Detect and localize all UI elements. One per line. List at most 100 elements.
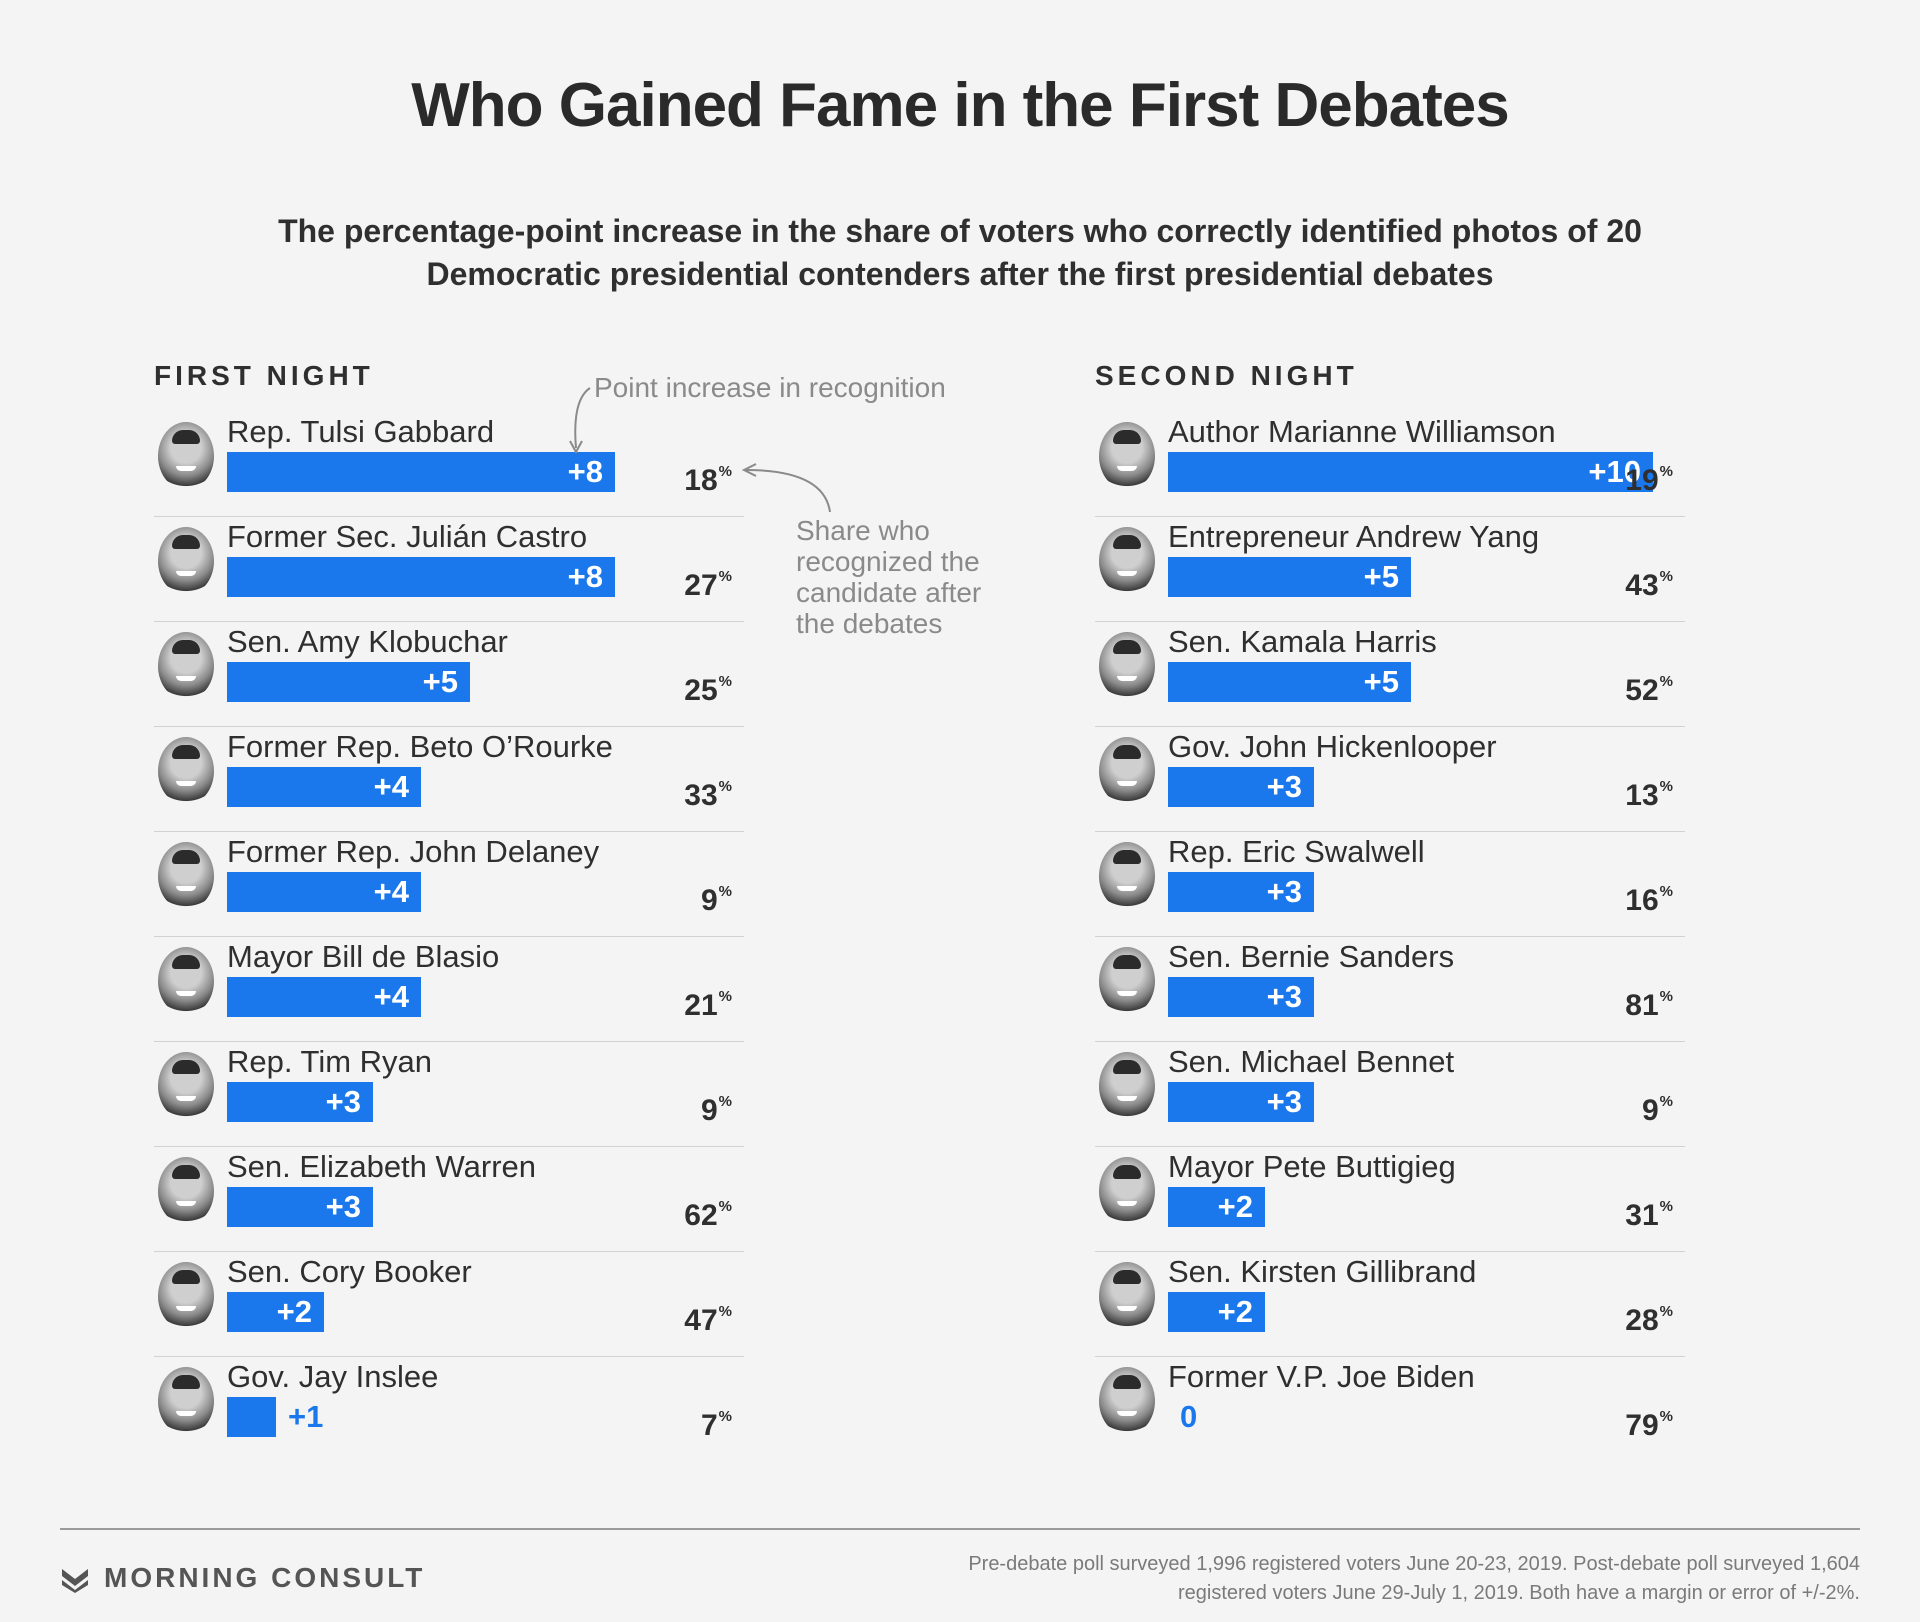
share-number: 27 xyxy=(684,569,718,602)
increase-label: +3 xyxy=(1266,769,1302,804)
increase-label: +4 xyxy=(373,769,409,804)
share-number: 7 xyxy=(700,1409,718,1442)
increase-arrow xyxy=(574,387,591,449)
percent-sign: % xyxy=(718,1408,732,1425)
increase-bar xyxy=(227,767,421,807)
candidate-photo xyxy=(158,632,214,700)
share-number: 62 xyxy=(684,1199,718,1232)
second-night-panel: SECOND NIGHT Author Marianne Williamson +… xyxy=(1095,360,1685,1461)
increase-bar xyxy=(1168,977,1314,1017)
percent-sign: % xyxy=(1659,463,1673,480)
percent-sign: % xyxy=(718,778,732,795)
percent-sign: % xyxy=(1659,988,1673,1005)
increase-bar xyxy=(1168,872,1314,912)
share-number: 18 xyxy=(684,464,718,497)
increase-bar xyxy=(227,1397,276,1437)
increase-arrowhead xyxy=(569,440,583,455)
percent-sign: % xyxy=(1659,883,1673,900)
share-number: 47 xyxy=(684,1304,718,1337)
candidate-photo xyxy=(158,737,214,805)
share-value: 19% xyxy=(1625,452,1673,497)
share-value: 21% xyxy=(684,977,732,1022)
percent-sign: % xyxy=(718,883,732,900)
increase-label: +8 xyxy=(567,454,603,489)
share-value: 81% xyxy=(1625,977,1673,1022)
share-number: 19 xyxy=(1625,464,1659,497)
share-number: 9 xyxy=(700,884,718,917)
percent-sign: % xyxy=(1659,778,1673,795)
candidate-photo xyxy=(1099,1157,1155,1225)
candidate-photo xyxy=(158,1262,214,1330)
share-arrow xyxy=(745,469,831,513)
share-value: 31% xyxy=(1625,1187,1673,1232)
candidate-row: Sen. Bernie Sanders +3 81% xyxy=(1095,937,1685,1042)
share-value: 27% xyxy=(684,557,732,602)
increase-bar xyxy=(1168,662,1411,702)
percent-sign: % xyxy=(718,1198,732,1215)
increase-label: +2 xyxy=(1217,1189,1253,1224)
first-night-panel: FIRST NIGHT Rep. Tulsi Gabbard +8 18% Forme… xyxy=(154,360,744,1461)
candidate-name: Sen. Kamala Harris xyxy=(1168,624,1437,659)
candidate-name: Rep. Tulsi Gabbard xyxy=(227,414,495,449)
candidate-photo xyxy=(1099,947,1155,1015)
candidate-photo xyxy=(158,947,214,1015)
chart-subtitle: The percentage-point increase in the sha… xyxy=(278,213,1642,292)
candidate-name: Rep. Tim Ryan xyxy=(227,1044,433,1079)
increase-label: +5 xyxy=(1363,559,1399,594)
increase-label: +8 xyxy=(567,559,603,594)
increase-bar xyxy=(227,662,470,702)
logo-text: MORNING CONSULT xyxy=(104,1562,426,1593)
increase-bar xyxy=(1168,1082,1314,1122)
candidate-name: Entrepreneur Andrew Yang xyxy=(1168,519,1540,554)
share-value: 47% xyxy=(684,1292,732,1337)
candidate-row: Former Rep. Beto O’Rourke +4 33% xyxy=(154,727,744,832)
candidate-name: Mayor Bill de Blasio xyxy=(227,939,500,974)
share-value: 33% xyxy=(684,767,732,812)
increase-label: 0 xyxy=(1180,1399,1198,1434)
candidate-row: Mayor Bill de Blasio +4 21% xyxy=(154,937,744,1042)
share-value: 79% xyxy=(1625,1397,1673,1442)
candidate-row: Mayor Pete Buttigieg +2 31% xyxy=(1095,1147,1685,1252)
increase-label: +4 xyxy=(373,874,409,909)
share-value: 9% xyxy=(701,1082,732,1127)
candidate-name: Sen. Elizabeth Warren xyxy=(227,1149,537,1184)
candidate-photo xyxy=(1099,1052,1155,1120)
candidate-photo xyxy=(158,422,214,490)
increase-label: +3 xyxy=(1266,874,1302,909)
candidate-name: Sen. Michael Bennet xyxy=(1168,1044,1455,1079)
candidate-row: Former V.P. Joe Biden 0 79% xyxy=(1095,1357,1685,1461)
second-night-rows: Author Marianne Williamson +10 19% Entrepre… xyxy=(1095,412,1685,1461)
share-value: 16% xyxy=(1625,872,1673,917)
share-value: 52% xyxy=(1625,662,1673,707)
share-number: 21 xyxy=(684,989,718,1022)
share-value: 7% xyxy=(701,1397,732,1442)
footnote: Pre-debate poll surveyed 1,996 registere… xyxy=(968,1553,1860,1604)
increase-label: +4 xyxy=(373,979,409,1014)
candidate-photo xyxy=(1099,527,1155,595)
candidate-row: Entrepreneur Andrew Yang +5 43% xyxy=(1095,517,1685,622)
candidate-photo xyxy=(1099,632,1155,700)
share-number: 52 xyxy=(1625,674,1659,707)
share-annotation: Share who recognized the candidate after… xyxy=(796,515,982,639)
candidate-photo xyxy=(1099,1367,1155,1435)
candidate-name: Sen. Amy Klobuchar xyxy=(227,624,508,659)
candidate-name: Mayor Pete Buttigieg xyxy=(1168,1149,1456,1184)
candidate-name: Sen. Cory Booker xyxy=(227,1254,472,1289)
increase-bar xyxy=(1168,1187,1265,1227)
candidate-name: Sen. Bernie Sanders xyxy=(1168,939,1455,974)
share-value: 28% xyxy=(1625,1292,1673,1337)
candidate-name: Former Rep. Beto O’Rourke xyxy=(227,729,613,764)
candidate-row: Sen. Cory Booker +2 47% xyxy=(154,1252,744,1357)
share-number: 43 xyxy=(1625,569,1659,602)
footer-divider xyxy=(60,1528,1860,1530)
share-number: 79 xyxy=(1625,1409,1659,1442)
candidate-row: Former Sec. Julián Castro +8 27% xyxy=(154,517,744,622)
share-value: 18% xyxy=(684,452,732,497)
percent-sign: % xyxy=(718,1303,732,1320)
candidate-name: Rep. Eric Swalwell xyxy=(1168,834,1425,869)
candidate-photo xyxy=(1099,737,1155,805)
logo: MORNING CONSULT xyxy=(60,1560,425,1596)
candidate-photo xyxy=(1099,422,1155,490)
increase-label: +3 xyxy=(325,1084,361,1119)
